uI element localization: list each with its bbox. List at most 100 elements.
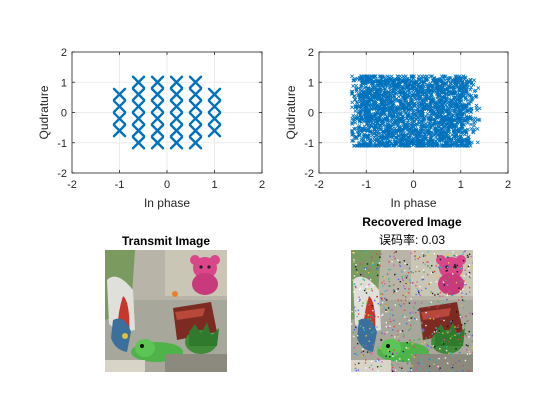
received-sample bbox=[389, 77, 393, 82]
received-sample bbox=[371, 122, 376, 127]
received-sample bbox=[433, 102, 438, 107]
received-sample bbox=[363, 104, 368, 108]
received-sample bbox=[459, 130, 464, 135]
recovered-image bbox=[351, 250, 473, 372]
received-sample bbox=[458, 135, 463, 139]
received-sample bbox=[415, 122, 420, 127]
received-sample bbox=[384, 89, 389, 94]
received-sample bbox=[427, 128, 431, 133]
received-sample bbox=[357, 110, 361, 115]
received-sample bbox=[435, 114, 440, 119]
received-sample bbox=[365, 121, 369, 126]
received-sample bbox=[465, 85, 470, 90]
received-sample bbox=[430, 78, 435, 83]
received-sample bbox=[366, 107, 371, 112]
received-sample bbox=[417, 109, 421, 114]
received-sample bbox=[372, 84, 377, 89]
received-sample bbox=[381, 129, 386, 133]
received-sample bbox=[362, 134, 367, 139]
received-sample bbox=[434, 82, 439, 86]
received-sample bbox=[392, 120, 397, 125]
received-sample bbox=[441, 122, 445, 127]
received-sample bbox=[424, 77, 428, 82]
received-sample bbox=[466, 102, 471, 106]
received-sample bbox=[470, 97, 474, 101]
x-tick-label: 2 bbox=[505, 179, 511, 191]
received-sample bbox=[450, 84, 455, 89]
received-sample bbox=[452, 95, 457, 100]
x-tick-label: 0 bbox=[164, 179, 170, 191]
received-sample bbox=[373, 143, 378, 148]
received-sample bbox=[363, 112, 368, 116]
received-sample bbox=[399, 142, 404, 147]
received-sample bbox=[429, 135, 433, 140]
y-tick-label: 1 bbox=[308, 77, 314, 89]
received-sample bbox=[434, 138, 438, 143]
received-sample bbox=[415, 109, 420, 114]
received-sample bbox=[350, 122, 354, 126]
received-sample bbox=[419, 102, 424, 107]
received-sample bbox=[423, 137, 428, 142]
received-sample bbox=[447, 85, 452, 90]
received-sample bbox=[464, 143, 469, 148]
received-sample bbox=[411, 143, 416, 147]
received-sample bbox=[432, 122, 437, 127]
received-sample bbox=[395, 74, 400, 79]
received-sample bbox=[378, 85, 382, 90]
received-sample bbox=[472, 127, 477, 132]
received-sample bbox=[359, 142, 364, 147]
constellation-point bbox=[150, 136, 165, 150]
received-sample bbox=[443, 86, 448, 91]
received-sample bbox=[405, 89, 410, 94]
received-sample bbox=[449, 98, 454, 103]
received-sample bbox=[424, 96, 428, 101]
bit-error-rate-label: 误码率: 0.03 bbox=[379, 232, 445, 247]
received-sample bbox=[367, 75, 371, 80]
received-sample bbox=[457, 98, 462, 102]
received-sample bbox=[382, 131, 387, 136]
received-sample bbox=[421, 118, 426, 122]
received-sample bbox=[429, 124, 433, 129]
received-sample bbox=[365, 118, 370, 123]
received-sample bbox=[457, 74, 462, 79]
constellation-point bbox=[207, 111, 222, 126]
received-sample bbox=[383, 107, 388, 112]
received-sample bbox=[416, 83, 421, 87]
received-sample bbox=[439, 119, 444, 124]
received-sample bbox=[467, 115, 471, 120]
received-sample bbox=[377, 91, 382, 96]
received-sample bbox=[393, 87, 398, 92]
received-sample bbox=[406, 83, 411, 88]
received-sample bbox=[400, 114, 405, 119]
received-sample bbox=[376, 115, 381, 120]
received-sample bbox=[453, 106, 457, 111]
received-sample bbox=[365, 79, 369, 84]
constellation-point bbox=[188, 123, 203, 138]
received-sample bbox=[354, 100, 359, 104]
received-sample bbox=[387, 99, 392, 104]
received-sample bbox=[369, 77, 374, 82]
received-sample bbox=[453, 101, 458, 106]
received-sample bbox=[398, 100, 403, 104]
received-sample bbox=[377, 105, 382, 110]
received-sample bbox=[404, 74, 408, 79]
received-sample bbox=[392, 91, 397, 96]
received-sample bbox=[351, 113, 356, 118]
constellation-point bbox=[112, 87, 127, 102]
received-sample bbox=[442, 120, 447, 125]
received-sample bbox=[399, 89, 404, 94]
received-sample bbox=[399, 133, 403, 138]
received-sample bbox=[360, 126, 364, 131]
received-sample bbox=[358, 101, 363, 106]
received-sample bbox=[461, 74, 466, 79]
received-sample bbox=[362, 78, 367, 83]
received-sample bbox=[412, 103, 417, 108]
received-sample bbox=[390, 133, 395, 138]
received-sample bbox=[413, 108, 418, 113]
received-sample bbox=[419, 128, 424, 133]
received-sample bbox=[411, 129, 416, 134]
received-sample bbox=[351, 84, 356, 88]
received-sample bbox=[418, 94, 423, 99]
y-tick-label: -2 bbox=[57, 168, 67, 180]
y-tick-label: 2 bbox=[61, 47, 67, 59]
